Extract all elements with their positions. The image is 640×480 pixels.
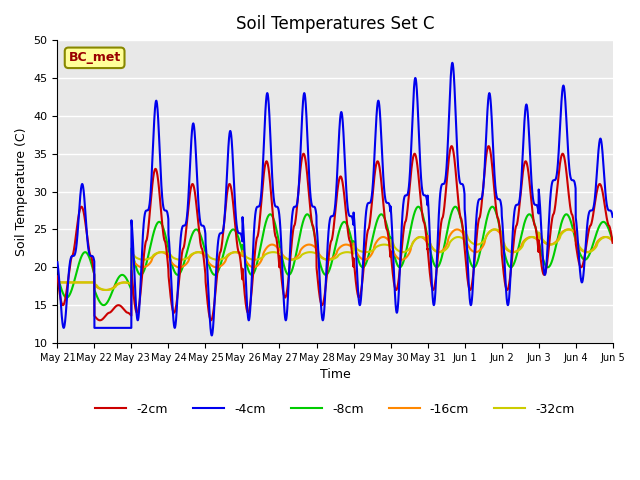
-32cm bbox=[429, 246, 436, 252]
-32cm bbox=[54, 279, 61, 285]
-4cm bbox=[449, 60, 456, 66]
-4cm bbox=[154, 102, 161, 108]
-16cm bbox=[608, 238, 616, 243]
-2cm bbox=[492, 196, 499, 202]
-8cm bbox=[460, 228, 467, 234]
-32cm bbox=[609, 237, 616, 243]
X-axis label: Time: Time bbox=[319, 368, 350, 381]
-16cm bbox=[453, 227, 461, 232]
-8cm bbox=[488, 204, 496, 210]
-4cm bbox=[609, 214, 616, 220]
-16cm bbox=[492, 227, 499, 232]
-2cm bbox=[609, 240, 616, 246]
-16cm bbox=[609, 238, 616, 244]
Legend: -2cm, -4cm, -8cm, -16cm, -32cm: -2cm, -4cm, -8cm, -16cm, -32cm bbox=[90, 398, 580, 421]
Line: -16cm: -16cm bbox=[58, 229, 612, 290]
Title: Soil Temperatures Set C: Soil Temperatures Set C bbox=[236, 15, 435, 33]
-4cm bbox=[492, 181, 499, 187]
Y-axis label: Soil Temperature (C): Soil Temperature (C) bbox=[15, 127, 28, 256]
-16cm bbox=[102, 287, 109, 293]
-8cm bbox=[492, 207, 499, 213]
-4cm bbox=[314, 250, 322, 255]
-2cm bbox=[96, 317, 104, 323]
-32cm bbox=[491, 227, 499, 232]
-32cm bbox=[608, 237, 616, 242]
-16cm bbox=[429, 245, 436, 251]
-16cm bbox=[460, 231, 467, 237]
-2cm bbox=[608, 237, 616, 242]
Line: -4cm: -4cm bbox=[58, 63, 612, 336]
-2cm bbox=[460, 233, 467, 239]
-4cm bbox=[429, 296, 436, 301]
-16cm bbox=[54, 279, 61, 285]
-8cm bbox=[608, 236, 616, 242]
-8cm bbox=[54, 272, 61, 278]
-4cm bbox=[460, 184, 467, 190]
-8cm bbox=[100, 302, 108, 308]
-2cm bbox=[54, 273, 61, 279]
-32cm bbox=[314, 252, 322, 258]
-8cm bbox=[429, 258, 436, 264]
-4cm bbox=[208, 333, 216, 338]
-32cm bbox=[154, 250, 161, 256]
Line: -32cm: -32cm bbox=[58, 229, 612, 290]
-16cm bbox=[314, 250, 322, 255]
-32cm bbox=[103, 287, 111, 293]
-2cm bbox=[314, 283, 322, 289]
-4cm bbox=[608, 211, 616, 217]
-32cm bbox=[460, 236, 467, 242]
-8cm bbox=[609, 238, 616, 244]
-4cm bbox=[54, 259, 61, 265]
-16cm bbox=[154, 250, 161, 256]
-2cm bbox=[154, 171, 161, 177]
-8cm bbox=[154, 220, 161, 226]
-2cm bbox=[429, 287, 436, 293]
-2cm bbox=[484, 143, 492, 149]
-8cm bbox=[314, 254, 322, 260]
Text: BC_met: BC_met bbox=[68, 51, 121, 64]
-32cm bbox=[566, 227, 573, 232]
Line: -2cm: -2cm bbox=[58, 146, 612, 320]
Line: -8cm: -8cm bbox=[58, 207, 612, 305]
